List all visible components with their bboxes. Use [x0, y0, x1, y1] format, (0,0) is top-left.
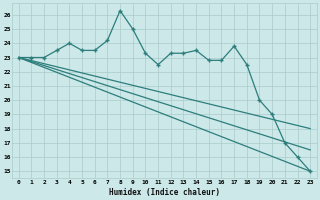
X-axis label: Humidex (Indice chaleur): Humidex (Indice chaleur): [109, 188, 220, 197]
